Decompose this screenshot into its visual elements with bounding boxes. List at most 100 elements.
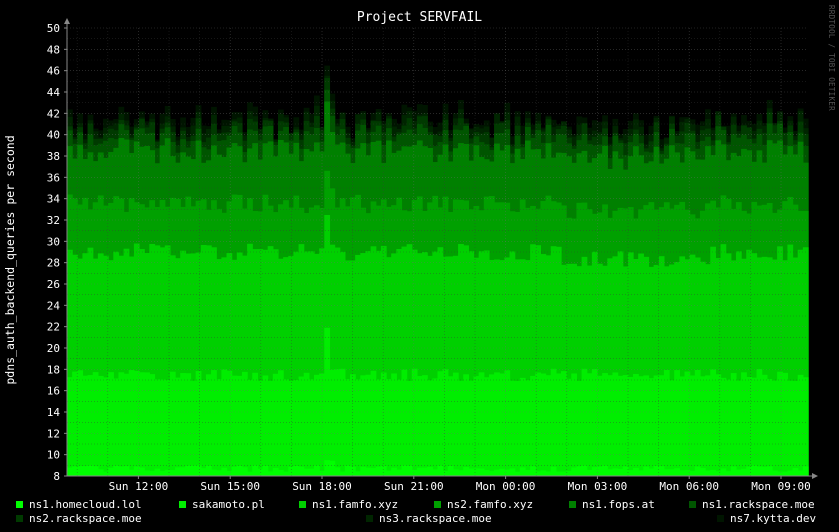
area-segment-0 <box>283 471 289 476</box>
area-segment-1 <box>540 373 547 476</box>
area-segment-1 <box>339 368 346 476</box>
area-segment-0 <box>741 468 747 476</box>
area-segment-2 <box>272 249 279 476</box>
area-segment-1 <box>252 372 258 476</box>
area-segment-2 <box>566 263 572 476</box>
legend-label: ns2.rackspace.moe <box>29 512 142 525</box>
area-segment-1 <box>447 376 454 476</box>
area-segment-0 <box>159 470 166 476</box>
area-segment-2 <box>627 252 634 476</box>
legend-swatch <box>16 515 23 522</box>
area-segment-1 <box>473 376 480 476</box>
legend-item: ns2.rackspace.moe <box>16 512 142 525</box>
area-segment-1 <box>144 372 150 476</box>
x-tick-label: Mon 00:00 <box>476 480 536 493</box>
area-segment-1 <box>72 371 78 476</box>
area-segment-1 <box>643 375 650 476</box>
area-segment-0 <box>375 466 382 476</box>
area-segment-1 <box>391 373 397 476</box>
area-segment-1 <box>499 373 505 476</box>
area-segment-1 <box>699 376 706 476</box>
area-segment-0 <box>571 467 578 476</box>
area-segment-2 <box>488 259 495 476</box>
area-segment-1 <box>432 378 439 476</box>
area-segment-0 <box>797 470 804 476</box>
area-segment-1 <box>422 375 428 476</box>
legend-item: ns1.homecloud.lol <box>16 498 142 511</box>
area-segment-2 <box>185 253 192 476</box>
area-segment-2 <box>108 260 114 476</box>
area-segment-1 <box>674 370 680 476</box>
area-segment-1 <box>725 379 732 476</box>
area-segment-1 <box>133 370 140 476</box>
legend-label: ns1.fops.at <box>582 498 655 511</box>
area-segment-2 <box>555 246 562 476</box>
area-segment-0 <box>720 468 727 476</box>
area-segment-0 <box>735 469 742 476</box>
area-segment-2 <box>391 253 397 476</box>
area-segment-1 <box>483 377 490 476</box>
area-segment-1 <box>427 380 433 476</box>
area-segment-0 <box>473 468 480 476</box>
area-segment-1 <box>416 376 423 476</box>
area-segment-1 <box>494 372 500 476</box>
area-segment-2 <box>771 259 778 476</box>
area-segment-2 <box>478 251 485 476</box>
area-segment-0 <box>643 466 650 476</box>
area-segment-2 <box>746 249 752 476</box>
area-segment-1 <box>380 372 387 476</box>
area-segment-0 <box>504 469 511 476</box>
y-tick-label: 28 <box>47 257 60 270</box>
area-segment-1 <box>149 374 156 476</box>
area-segment-2 <box>149 243 156 476</box>
area-segment-0 <box>715 471 722 476</box>
area-segment-2 <box>524 260 531 476</box>
area-segment-2 <box>437 247 444 476</box>
area-segment-0 <box>118 466 125 476</box>
area-segment-1 <box>92 372 99 476</box>
area-segment-2 <box>756 257 763 476</box>
area-segment-2 <box>720 244 727 476</box>
area-segment-1 <box>627 376 634 476</box>
area-segment-2 <box>504 257 511 476</box>
area-segment-2 <box>499 260 505 476</box>
area-segment-0 <box>175 467 181 476</box>
area-segment-1 <box>257 380 264 476</box>
area-segment-2 <box>550 246 557 476</box>
area-segment-1 <box>236 375 243 476</box>
area-segment-0 <box>483 469 490 476</box>
area-segment-1 <box>452 372 459 476</box>
area-segment-1 <box>303 372 310 476</box>
area-segment-1 <box>761 374 768 476</box>
area-segment-0 <box>154 468 161 476</box>
area-segment-1 <box>735 380 742 476</box>
area-segment-1 <box>792 380 799 476</box>
area-segment-1 <box>622 375 629 476</box>
legend-item: ns7.kytta.dev <box>717 512 816 525</box>
legend-label: ns3.rackspace.moe <box>379 512 492 525</box>
area-segment-0 <box>272 467 279 476</box>
area-segment-1 <box>324 327 331 476</box>
area-segment-1 <box>771 380 778 476</box>
legend-swatch <box>179 501 186 508</box>
area-segment-1 <box>576 380 583 476</box>
area-segment-0 <box>344 465 351 476</box>
area-segment-2 <box>416 253 423 476</box>
area-segment-2 <box>190 253 197 476</box>
area-segment-0 <box>103 471 109 476</box>
area-segment-1 <box>355 379 361 476</box>
area-segment-2 <box>67 249 73 476</box>
area-segment-1 <box>411 368 418 476</box>
area-segment-1 <box>545 375 552 476</box>
legend-swatch <box>16 501 23 508</box>
area-segment-0 <box>401 465 408 476</box>
area-segment-0 <box>540 470 547 476</box>
area-segment-0 <box>350 466 356 476</box>
area-segment-2 <box>314 253 320 476</box>
area-segment-1 <box>123 373 130 476</box>
area-segment-1 <box>298 376 305 476</box>
area-segment-0 <box>705 470 711 476</box>
area-segment-0 <box>730 466 737 476</box>
area-segment-0 <box>771 470 778 476</box>
area-segment-1 <box>128 370 135 476</box>
